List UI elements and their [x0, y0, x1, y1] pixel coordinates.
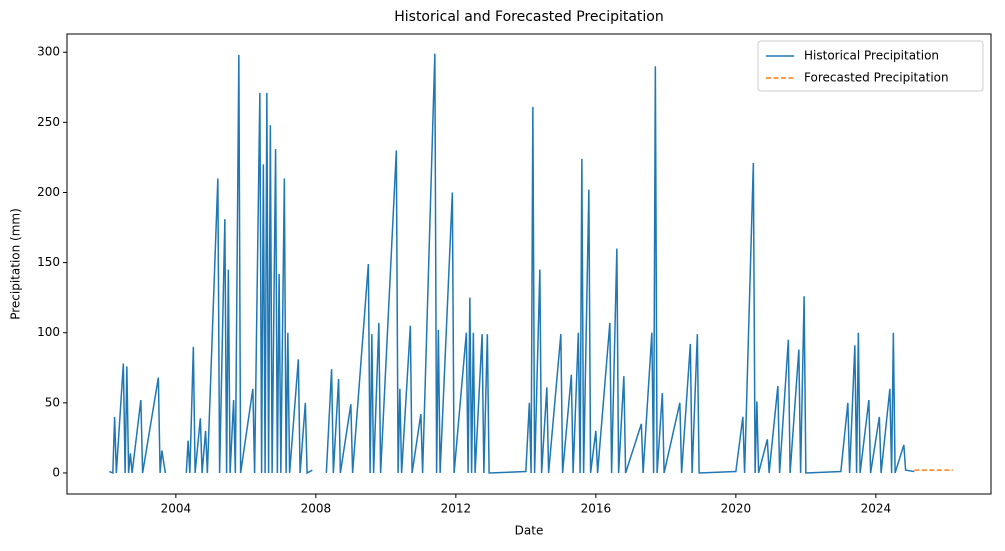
y-tick-label: 300	[37, 45, 60, 59]
x-tick-label: 2008	[301, 502, 332, 516]
y-tick-label: 50	[45, 395, 60, 409]
x-tick-label: 2012	[441, 502, 472, 516]
plot-frame	[66, 33, 992, 495]
chart-title: Historical and Forecasted Precipitation	[394, 9, 664, 25]
y-tick-label: 0	[52, 465, 60, 479]
series-line	[109, 53, 915, 475]
legend-box	[757, 40, 984, 92]
x-tick-label: 2024	[861, 502, 892, 516]
x-tick-label: 2016	[581, 502, 612, 516]
x-tick-label: 2020	[721, 502, 752, 516]
y-axis-label: Precipitation (mm)	[9, 208, 23, 320]
x-tick-label: 2004	[161, 502, 192, 516]
legend-label: Forecasted Precipitation	[804, 71, 949, 85]
y-tick-label: 100	[37, 325, 60, 339]
legend-label: Historical Precipitation	[804, 49, 939, 63]
y-tick-label: 200	[37, 185, 60, 199]
y-tick-label: 150	[37, 255, 60, 269]
x-axis-label: Date	[515, 524, 544, 538]
y-tick-label: 250	[37, 115, 60, 129]
